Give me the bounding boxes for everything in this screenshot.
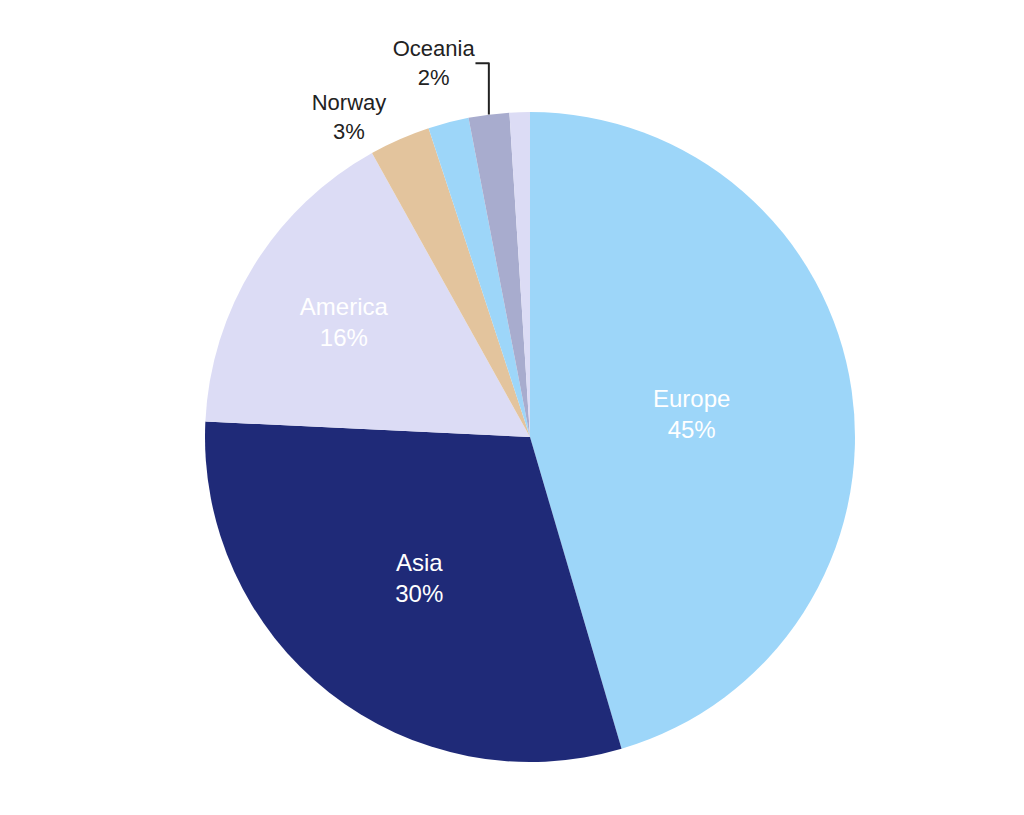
svg-text:Oceania2%: Oceania2%	[393, 36, 476, 90]
svg-text:Europe45%: Europe45%	[653, 385, 730, 443]
svg-text:Asia30%: Asia30%	[395, 549, 443, 607]
svg-text:Norway3%: Norway3%	[312, 90, 387, 144]
svg-text:America16%: America16%	[300, 293, 389, 351]
